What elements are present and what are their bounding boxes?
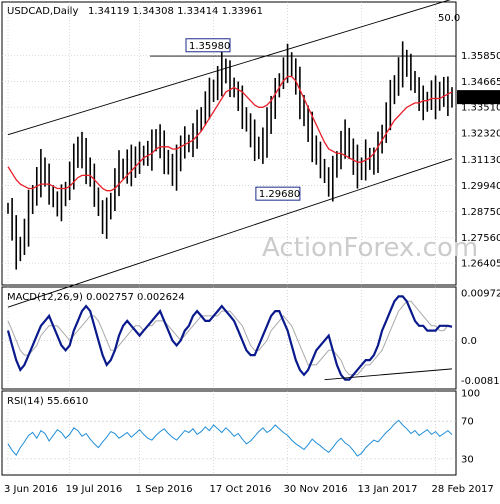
price-y-tick-label: 1.27560	[461, 233, 500, 244]
price-annotation-box	[255, 186, 301, 201]
macd-signal-line	[7, 300, 453, 376]
price-y-tick-label: 1.34665	[461, 77, 500, 88]
x-axis-label: 17 Oct 2016	[210, 484, 272, 495]
price-y-tick-label: 1.26405	[461, 259, 500, 270]
rsi-title: RSI(14) 55.6610	[7, 396, 88, 407]
watermark: ActionForex.com	[262, 233, 478, 263]
rsi-panel-frame	[1, 390, 457, 476]
price-y-tick-label: 1.32320	[461, 129, 500, 140]
rsi-y-tick-label: 100	[461, 389, 480, 400]
price-y-tick-label: 1.33510	[461, 103, 500, 114]
x-axis-label: 3 Jun 2016	[4, 484, 58, 495]
moving-average-line	[7, 75, 453, 192]
price-annotation-label: 1.35980	[189, 41, 230, 52]
macd-y-tick-label: 0.009726	[461, 288, 500, 299]
price-y-tick-label: 1.31130	[461, 155, 500, 166]
price-y-tick-label: 1.28750	[461, 207, 500, 218]
macd-y-tick-label: 0.0	[461, 336, 477, 347]
rsi-line	[7, 419, 453, 457]
price-y-tick-label: 1.35850	[461, 51, 500, 62]
current-price-box	[457, 90, 500, 105]
channel-line	[7, 0, 451, 136]
x-axis-label: 30 Nov 2016	[284, 484, 348, 495]
fib-level-label: 50.0	[438, 13, 460, 24]
rsi-y-tick-label: 30	[461, 454, 474, 465]
x-axis-label: 13 Jan 2017	[358, 484, 418, 495]
price-annotation-box	[185, 38, 231, 53]
macd-title: MACD(12,26,9) 0.002757 0.002624	[7, 292, 185, 303]
price-annotation-label: 1.29680	[259, 189, 300, 200]
macd-panel-frame	[1, 286, 457, 390]
chart-ohlc-values: 1.34119 1.34308 1.33414 1.33961	[88, 6, 263, 17]
x-axis-label: 19 Jul 2016	[66, 484, 123, 495]
current-price-label: 1.33961	[460, 93, 500, 104]
rsi-y-tick-label: 70	[461, 417, 474, 428]
price-panel-frame	[1, 1, 457, 286]
channel-line	[7, 158, 453, 308]
chart-symbol-label: USDCAD,Daily	[7, 6, 78, 17]
x-axis-label: 1 Sep 2016	[136, 484, 193, 495]
macd-trend-line	[324, 368, 453, 381]
macd-line	[6, 295, 453, 381]
price-y-tick-label: 1.29940	[461, 181, 500, 192]
macd-y-tick-label: -0.008153	[461, 376, 500, 387]
x-axis-label: 28 Feb 2017	[432, 484, 494, 495]
